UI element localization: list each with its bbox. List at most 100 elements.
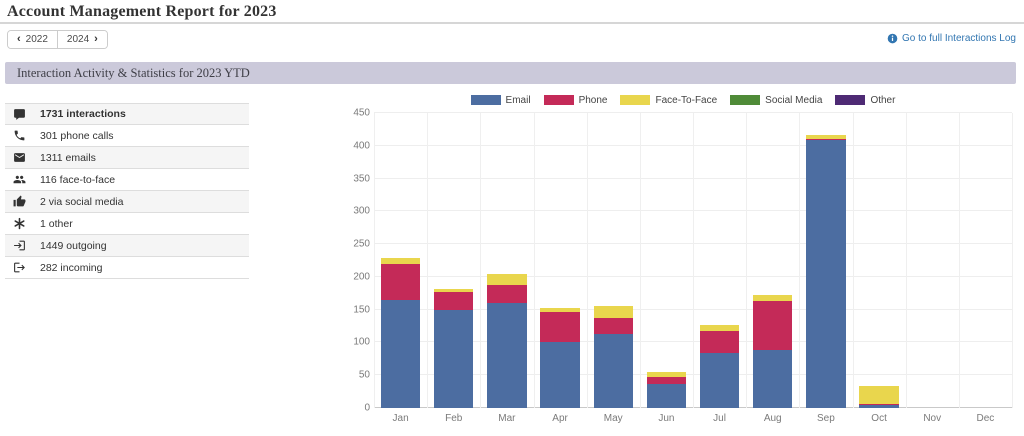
legend-item-phone[interactable]: Phone (543, 95, 607, 106)
gridline (693, 113, 694, 408)
y-tick-label: 400 (353, 140, 370, 152)
bar-segment-email (540, 341, 580, 408)
gridline (746, 113, 748, 408)
legend-item-social-media[interactable]: Social Media (730, 95, 822, 106)
bar-jul (699, 325, 740, 408)
gridline (905, 113, 907, 408)
bar-may (593, 305, 633, 408)
bar-segment-face-to-face (540, 308, 580, 313)
stat-item: 2 via social media (5, 191, 249, 213)
stat-label: 1449 outgoing (40, 239, 107, 252)
stat-label: 116 face-to-face (40, 173, 116, 186)
legend-item-other[interactable]: Other (835, 95, 895, 106)
gridline (799, 113, 801, 408)
legend-item-email[interactable]: Email (470, 94, 531, 106)
chevron-right-icon: › (94, 33, 98, 45)
legend-label: Social Media (765, 94, 823, 106)
bar-segment-face-to-face (859, 385, 899, 405)
bar-segment-email (434, 309, 474, 408)
users-icon (13, 173, 26, 186)
bar-segment-phone (859, 404, 899, 405)
bar-segment-email (806, 139, 846, 408)
bar-cell-jun (640, 113, 693, 408)
y-tick-label: 250 (353, 238, 370, 250)
bar-cell-apr (534, 113, 587, 408)
bar-segment-face-to-face (753, 294, 793, 301)
x-tick-label: Nov (923, 413, 942, 424)
bar-segment-email (380, 299, 421, 408)
x-tick-label: Feb (445, 413, 463, 424)
chart-x-axis: Jan Feb Mar Apr May Jun Jul Aug Sep Oct Nov Dec (374, 413, 1012, 427)
legend-swatch (620, 95, 651, 105)
prev-year-label: 2022 (25, 34, 48, 45)
bar-segment-email (487, 303, 527, 408)
interactions-log-link-label: Go to full Interactions Log (902, 33, 1016, 44)
chart-legend: Email Phone Face-To-Face Social Media Other (350, 94, 1016, 106)
interactions-log-link[interactable]: Go to full Interactions Log (887, 33, 1016, 44)
y-tick-label: 0 (364, 402, 370, 414)
y-tick-label: 50 (358, 369, 370, 381)
stat-label: 1 other (40, 217, 73, 230)
x-tick-label: Jan (392, 413, 409, 424)
bar-cell-jul (693, 113, 746, 408)
envelope-icon (13, 151, 26, 164)
phone-icon (13, 129, 26, 142)
bar-segment-phone (540, 312, 580, 342)
bar-segment-email (753, 350, 793, 408)
stat-item: 282 incoming (5, 257, 249, 279)
bar-segment-phone (487, 285, 527, 304)
bar-oct (859, 385, 899, 408)
bar-segment-phone (753, 300, 793, 351)
bar-segment-phone (806, 138, 846, 140)
stat-item: 1449 outgoing (5, 235, 249, 257)
legend-swatch (730, 95, 761, 105)
year-nav-group: ‹ 2022 2024 › (7, 30, 108, 49)
gridline (374, 112, 1012, 113)
thumbs-up-icon (13, 195, 26, 208)
chart-y-axis: 0 50 100 150 200 250 300 350 400 450 (350, 108, 370, 414)
stat-label: 2 via social media (40, 195, 124, 208)
legend-label: Email (505, 94, 531, 106)
gridline (427, 113, 429, 408)
stat-item: 116 face-to-face (5, 169, 249, 191)
stat-label: 282 incoming (40, 261, 103, 274)
legend-label: Other (870, 94, 896, 106)
bar-segment-face-to-face (646, 371, 687, 378)
bar-mar (487, 273, 527, 408)
x-tick-label: Mar (498, 413, 516, 424)
bar-segment-email (593, 333, 633, 408)
stat-item: 1 other (5, 213, 249, 235)
x-tick-label: Apr (552, 413, 568, 424)
y-tick-label: 300 (353, 205, 370, 217)
legend-item-face-to-face[interactable]: Face-To-Face (620, 95, 717, 106)
bar-segment-phone (434, 291, 474, 310)
gridline (958, 113, 960, 408)
section-header: Interaction Activity & Statistics for 20… (5, 62, 1016, 84)
y-tick-label: 350 (353, 173, 370, 185)
bar-segment-phone (593, 317, 633, 334)
bar-segment-email (699, 352, 740, 408)
bar-feb (434, 289, 474, 408)
bar-apr (540, 308, 580, 408)
prev-year-button[interactable]: ‹ 2022 (8, 31, 57, 48)
bar-segment-face-to-face (593, 305, 633, 318)
x-tick-label: Aug (763, 413, 782, 424)
asterisk-icon (13, 217, 26, 230)
interaction-chart: Email Phone Face-To-Face Social Media Other … (350, 90, 1016, 430)
gridline (639, 113, 641, 408)
sign-in-icon (13, 239, 26, 252)
bar-segment-face-to-face (434, 289, 474, 292)
bar-segment-phone (699, 331, 740, 353)
bar-segment-face-to-face (380, 257, 421, 265)
bar-segment-phone (646, 377, 687, 385)
x-tick-label: May (603, 413, 623, 424)
legend-swatch (835, 95, 866, 105)
bar-aug (753, 294, 793, 408)
gridline (852, 113, 854, 408)
gridline (374, 113, 375, 408)
title-divider (0, 22, 1024, 24)
next-year-button[interactable]: 2024 › (56, 31, 107, 48)
bar-jan (380, 257, 421, 408)
sign-out-icon (13, 261, 26, 274)
bar-cell-feb (427, 113, 480, 408)
